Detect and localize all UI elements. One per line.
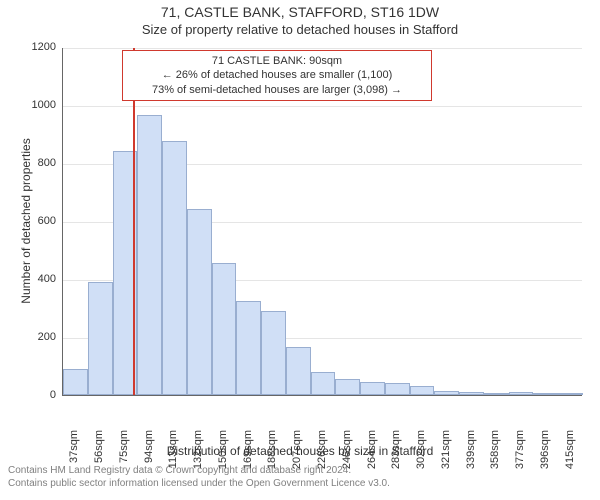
- histogram-bar: [434, 391, 459, 395]
- x-tick-label: 302sqm: [415, 430, 427, 478]
- histogram-bar: [236, 301, 261, 395]
- y-tick-label: 800: [22, 157, 56, 169]
- y-tick-label: 400: [22, 273, 56, 285]
- x-tick-label: 94sqm: [143, 430, 155, 478]
- histogram-bar: [459, 392, 484, 395]
- page-title: 71, CASTLE BANK, STAFFORD, ST16 1DW: [0, 4, 600, 20]
- x-tick-label: 207sqm: [291, 430, 303, 478]
- x-tick-label: 188sqm: [266, 430, 278, 478]
- histogram-bar: [162, 141, 187, 395]
- histogram-bar: [360, 382, 385, 395]
- page-subtitle: Size of property relative to detached ho…: [0, 22, 600, 37]
- x-tick-label: 264sqm: [366, 430, 378, 478]
- histogram-bar: [533, 393, 558, 395]
- histogram-bar: [484, 393, 509, 395]
- x-tick-label: 75sqm: [118, 430, 130, 478]
- x-tick-label: 283sqm: [390, 430, 402, 478]
- y-tick-label: 200: [22, 331, 56, 343]
- y-tick-label: 1200: [22, 41, 56, 53]
- footer-line-2: Contains public sector information licen…: [8, 477, 390, 490]
- info-line-2: ← 26% of detached houses are smaller (1,…: [131, 68, 423, 82]
- gridline: [63, 48, 582, 49]
- info-line-3: 73% of semi-detached houses are larger (…: [131, 83, 423, 97]
- chart-container: 71, CASTLE BANK, STAFFORD, ST16 1DW Size…: [0, 0, 600, 500]
- x-tick-label: 226sqm: [316, 430, 328, 478]
- x-tick-label: 132sqm: [192, 430, 204, 478]
- y-tick-label: 600: [22, 215, 56, 227]
- y-tick-label: 0: [22, 389, 56, 401]
- x-tick-label: 415sqm: [564, 430, 576, 478]
- x-tick-label: 339sqm: [465, 430, 477, 478]
- histogram-bar: [212, 263, 237, 395]
- histogram-bar: [311, 372, 336, 395]
- histogram-bar: [261, 311, 286, 395]
- x-tick-label: 245sqm: [341, 430, 353, 478]
- histogram-bar: [335, 379, 360, 395]
- histogram-bar: [63, 369, 88, 395]
- x-tick-label: 377sqm: [514, 430, 526, 478]
- histogram-bar: [88, 282, 113, 395]
- info-box: 71 CASTLE BANK: 90sqm ← 26% of detached …: [122, 50, 432, 101]
- x-tick-label: 321sqm: [440, 430, 452, 478]
- histogram-bar: [137, 115, 162, 395]
- gridline: [63, 106, 582, 107]
- x-tick-label: 37sqm: [68, 430, 80, 478]
- histogram-bar: [286, 347, 311, 395]
- y-tick-label: 1000: [22, 99, 56, 111]
- x-tick-label: 358sqm: [489, 430, 501, 478]
- x-tick-label: 396sqm: [539, 430, 551, 478]
- histogram-bar: [558, 393, 583, 395]
- x-tick-label: 150sqm: [217, 430, 229, 478]
- x-tick-label: 169sqm: [242, 430, 254, 478]
- info-line-1: 71 CASTLE BANK: 90sqm: [131, 54, 423, 68]
- x-tick-label: 56sqm: [93, 430, 105, 478]
- histogram-bar: [509, 392, 534, 395]
- histogram-bar: [385, 383, 410, 395]
- histogram-bar: [410, 386, 435, 395]
- x-tick-label: 113sqm: [167, 430, 179, 478]
- histogram-bar: [187, 209, 212, 395]
